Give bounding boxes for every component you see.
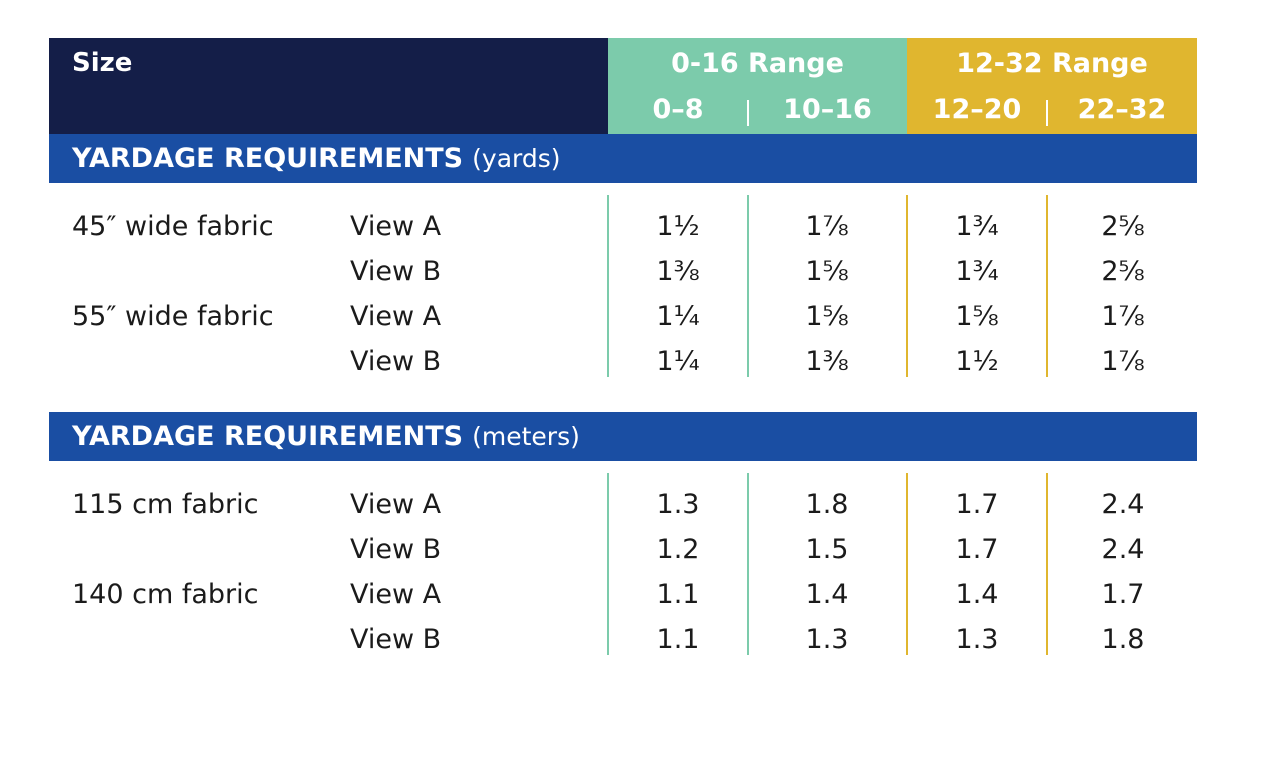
view-label: View A	[350, 301, 442, 332]
table-row: View B 1.2 1.5 1.7 2.4	[49, 524, 1197, 569]
range-title: 0-16 Range	[671, 48, 844, 79]
column-divider	[906, 195, 908, 377]
table-cell: 2⅝	[1101, 211, 1145, 242]
section-bar-yards: YARDAGE REQUIREMENTS (yards)	[49, 134, 1197, 183]
table-cell: 1½	[656, 211, 700, 242]
table-cell: 1¼	[656, 301, 700, 332]
table-row: View B 1¼ 1⅜ 1½ 1⅞	[49, 336, 1197, 381]
table-cell: 1.7	[955, 489, 999, 520]
section-unit: (yards)	[472, 144, 561, 173]
range-0-16-header: 0-16 Range 0–8 10–16	[608, 38, 907, 134]
view-label: View B	[350, 346, 442, 377]
table-header: Size 0-16 Range 0–8 10–16 12-32 Range 12…	[49, 38, 1197, 134]
section-bar-meters: YARDAGE REQUIREMENTS (meters)	[49, 412, 1197, 461]
view-label: View A	[350, 579, 442, 610]
table-cell: 1⅝	[805, 256, 849, 287]
column-divider	[747, 195, 749, 377]
table-cell: 1.3	[656, 489, 700, 520]
size-label: Size	[72, 48, 133, 78]
table-cell: 1.1	[656, 624, 700, 655]
table-cell: 2.4	[1101, 534, 1145, 565]
view-label: View A	[350, 489, 442, 520]
table-cell: 1.4	[805, 579, 849, 610]
table-cell: 1⅝	[955, 301, 999, 332]
size-column-label: 0–8	[652, 94, 704, 125]
column-divider	[607, 473, 609, 655]
table-row: 115 cm fabric View A 1.3 1.8 1.7 2.4	[49, 479, 1197, 524]
size-header-cell: Size	[49, 38, 608, 134]
table-row: 140 cm fabric View A 1.1 1.4 1.4 1.7	[49, 569, 1197, 614]
header-divider	[1046, 100, 1048, 126]
column-divider	[607, 195, 609, 377]
column-divider	[906, 473, 908, 655]
fabric-label: 55″ wide fabric	[72, 301, 274, 332]
table-cell: 1⅝	[805, 301, 849, 332]
table-cell: 1.8	[1101, 624, 1145, 655]
table-cell: 1.7	[1101, 579, 1145, 610]
table-row: 55″ wide fabric View A 1¼ 1⅝ 1⅝ 1⅞	[49, 291, 1197, 336]
yardage-table: Size 0-16 Range 0–8 10–16 12-32 Range 12…	[49, 38, 1197, 661]
section-title: YARDAGE REQUIREMENTS	[72, 143, 464, 174]
table-cell: 1.7	[955, 534, 999, 565]
range-title: 12-32 Range	[956, 48, 1148, 79]
table-cell: 1¾	[955, 256, 999, 287]
meters-section: 115 cm fabric View A 1.3 1.8 1.7 2.4 Vie…	[49, 461, 1197, 661]
range-12-32-header: 12-32 Range 12–20 22–32	[907, 38, 1197, 134]
table-cell: 1.5	[805, 534, 849, 565]
table-cell: 1⅞	[805, 211, 849, 242]
view-label: View B	[350, 534, 442, 565]
table-row: View B 1⅜ 1⅝ 1¾ 2⅝	[49, 246, 1197, 291]
column-divider	[747, 473, 749, 655]
table-cell: 1¼	[656, 346, 700, 377]
view-label: View A	[350, 211, 442, 242]
table-cell: 1⅞	[1101, 346, 1145, 377]
section-unit: (meters)	[472, 422, 580, 451]
view-label: View B	[350, 256, 442, 287]
table-cell: 1⅞	[1101, 301, 1145, 332]
table-cell: 1¾	[955, 211, 999, 242]
view-label: View B	[350, 624, 442, 655]
size-column-label: 22–32	[1077, 94, 1167, 125]
fabric-label: 140 cm fabric	[72, 579, 259, 610]
table-cell: 1.3	[955, 624, 999, 655]
yards-section: 45″ wide fabric View A 1½ 1⅞ 1¾ 2⅝ View …	[49, 183, 1197, 412]
table-cell: 1.4	[955, 579, 999, 610]
column-divider	[1046, 473, 1048, 655]
table-cell: 1.8	[805, 489, 849, 520]
table-row: 45″ wide fabric View A 1½ 1⅞ 1¾ 2⅝	[49, 201, 1197, 246]
fabric-label: 115 cm fabric	[72, 489, 259, 520]
table-cell: 2.4	[1101, 489, 1145, 520]
table-cell: 1.2	[656, 534, 700, 565]
size-column-label: 12–20	[932, 94, 1022, 125]
fabric-label: 45″ wide fabric	[72, 211, 274, 242]
size-column-label: 10–16	[783, 94, 872, 125]
column-divider	[1046, 195, 1048, 377]
table-cell: 1.1	[656, 579, 700, 610]
table-cell: 1½	[955, 346, 999, 377]
table-cell: 1⅜	[656, 256, 700, 287]
table-cell: 1.3	[805, 624, 849, 655]
table-row: View B 1.1 1.3 1.3 1.8	[49, 614, 1197, 659]
header-divider	[747, 100, 749, 126]
section-title: YARDAGE REQUIREMENTS	[72, 421, 464, 452]
table-cell: 1⅜	[805, 346, 849, 377]
table-cell: 2⅝	[1101, 256, 1145, 287]
